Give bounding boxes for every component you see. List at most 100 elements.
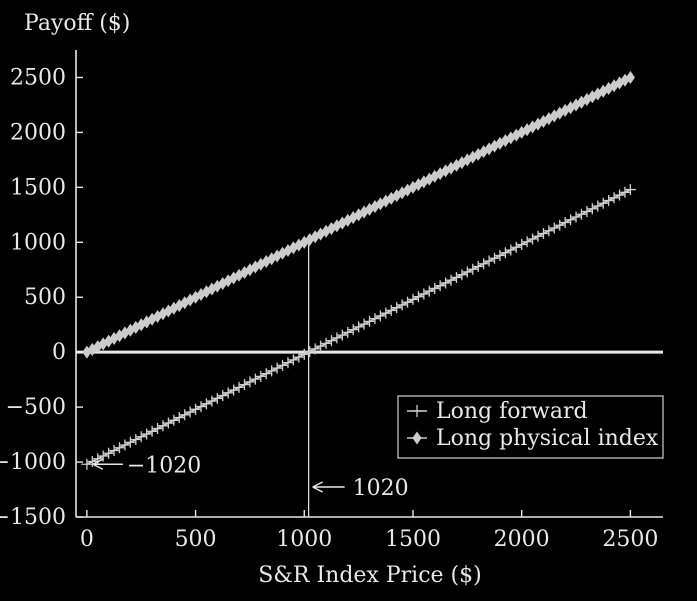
y-tick-label: −1500 <box>0 505 66 530</box>
data-point-plus <box>521 236 533 248</box>
data-point-plus <box>287 354 299 366</box>
y-tick-label: 1500 <box>10 175 66 200</box>
data-point-plus <box>467 263 479 275</box>
data-point-plus <box>244 376 256 388</box>
data-point-plus <box>124 436 136 448</box>
data-point-plus <box>418 288 430 300</box>
x-tick-label: 0 <box>80 527 94 552</box>
data-point-plus <box>499 247 511 259</box>
data-point-plus <box>554 219 566 231</box>
data-point-plus <box>233 381 245 393</box>
data-point-plus <box>380 307 392 319</box>
data-point-plus <box>575 208 587 220</box>
data-point-plus <box>434 280 446 292</box>
data-point-plus <box>478 258 490 270</box>
data-point-plus <box>190 403 202 415</box>
data-point-plus <box>407 293 419 305</box>
x-tick-label: 2000 <box>494 527 550 552</box>
data-point-plus <box>353 321 365 333</box>
data-point-plus <box>184 406 196 418</box>
data-point-plus <box>135 431 147 443</box>
data-point-plus <box>347 324 359 336</box>
data-point-plus <box>494 249 506 261</box>
data-point-plus <box>402 296 414 308</box>
data-point-plus <box>396 299 408 311</box>
data-point-plus <box>152 423 164 435</box>
data-point-plus <box>113 442 125 454</box>
data-point-plus <box>391 302 403 314</box>
data-point-plus <box>157 420 169 432</box>
x-tick-label: 1000 <box>276 527 332 552</box>
data-point-plus <box>385 304 397 316</box>
data-point-plus <box>548 222 560 234</box>
data-point-plus <box>374 310 386 322</box>
data-point-plus <box>222 387 234 399</box>
data-point-plus <box>179 409 191 421</box>
data-point-plus <box>608 192 620 204</box>
y-tick-label: 500 <box>24 285 66 310</box>
data-point-plus <box>146 425 158 437</box>
data-point-plus <box>581 206 593 218</box>
series-long-physical-index <box>82 70 635 359</box>
data-point-plus <box>320 337 332 349</box>
data-point-plus <box>489 252 501 264</box>
data-point-plus <box>130 434 142 446</box>
data-point-plus <box>445 274 457 286</box>
legend-label: Long physical index <box>436 426 659 451</box>
data-point-plus <box>97 450 109 462</box>
annotations: 1020 −1020 <box>92 453 409 501</box>
data-point-plus <box>173 412 185 424</box>
data-point-plus <box>619 186 631 198</box>
data-point-plus <box>423 285 435 297</box>
data-point-plus <box>565 214 577 226</box>
data-point-plus <box>228 384 240 396</box>
data-point-plus <box>293 351 305 363</box>
data-point-plus <box>586 203 598 215</box>
data-point-plus <box>108 445 120 457</box>
data-point-diamond <box>412 431 422 445</box>
data-point-plus <box>309 343 321 355</box>
y-tick-label: 0 <box>52 340 66 365</box>
data-point-plus <box>298 348 310 360</box>
annotation-label: −1020 <box>127 453 201 478</box>
data-point-plus <box>461 266 473 278</box>
data-point-plus <box>277 359 289 371</box>
data-point-plus <box>456 269 468 281</box>
y-tick-label: −1000 <box>0 450 66 475</box>
legend-label: Long forward <box>436 399 588 424</box>
data-point-plus <box>217 390 229 402</box>
data-point-plus <box>315 340 327 352</box>
x-tick-label: 1500 <box>385 527 441 552</box>
data-point-plus <box>570 211 582 223</box>
data-point-plus <box>597 197 609 209</box>
data-point-plus <box>271 362 283 374</box>
data-point-plus <box>103 447 115 459</box>
data-point-plus <box>141 428 153 440</box>
data-point-plus <box>440 277 452 289</box>
data-point-plus <box>364 315 375 327</box>
x-tick-label: 500 <box>175 527 217 552</box>
data-point-plus <box>532 230 544 242</box>
data-point-plus <box>162 417 174 429</box>
data-point-plus <box>411 405 423 417</box>
data-point-diamond <box>625 70 635 84</box>
data-point-plus <box>543 225 555 237</box>
annotation-arrow <box>312 481 345 493</box>
data-point-plus <box>249 373 261 385</box>
data-point-plus <box>336 329 348 341</box>
legend-box <box>397 395 664 459</box>
data-point-plus <box>505 244 517 256</box>
data-point-plus <box>516 238 528 250</box>
data-point-plus <box>614 189 626 201</box>
annotation-label: 1020 <box>353 476 409 501</box>
data-point-plus <box>304 346 316 358</box>
data-point-plus <box>603 195 615 207</box>
annotation-arrow <box>92 458 123 470</box>
x-axis-title: S&R Index Price ($) <box>258 563 481 588</box>
data-point-plus <box>510 241 522 253</box>
data-point-plus <box>450 271 462 283</box>
x-tick-label: 2500 <box>602 527 658 552</box>
data-point-plus <box>86 456 98 468</box>
data-point-plus <box>282 357 294 369</box>
